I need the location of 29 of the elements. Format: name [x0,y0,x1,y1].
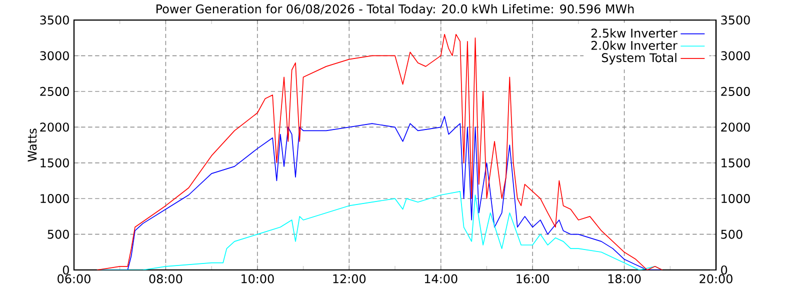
y2-tick-label: 0 [721,265,728,275]
y-tick-label: 2500 [40,86,69,96]
legend-label: 2.0kw Inverter [591,40,678,50]
y-tick-label: 3500 [40,15,69,25]
x-tick-label: 06:00 [58,274,90,284]
chart-title: Power Generation for 06/08/2026 - Total Today: 20.0 kWh Lifetime: 90.596 MWh [156,4,634,16]
y-tick-label: 3000 [40,51,69,60]
y2-tick-label: 2500 [721,86,750,96]
y2-tick-label: 2000 [721,122,750,132]
x-tick-label: 16:00 [516,274,549,284]
y2-tick-label: 500 [721,230,742,239]
x-tick-label: 20:00 [700,274,732,284]
x-tick-label: 10:00 [242,274,274,284]
y2-tick-label: 1000 [722,194,750,204]
legend-label: 2.5kw Inverter [591,28,678,38]
y-tick-label: 500 [48,230,69,239]
y-tick-label: 1000 [40,194,69,204]
y2-tick-label: 3500 [721,15,750,25]
legend-label: System Total [602,52,676,65]
x-tick-label: 12:00 [333,274,366,284]
y-tick-label: 0 [62,265,69,275]
y2-tick-label: 1500 [722,158,750,168]
x-tick-label: 14:00 [424,274,458,284]
x-tick-label: 18:00 [608,274,641,284]
y-axis-title: Watts [28,128,37,162]
y-tick-label: 2000 [40,122,69,132]
x-tick-label: 08:00 [149,274,182,284]
y-tick-label: 1500 [40,158,69,168]
y2-tick-label: 3000 [721,51,750,60]
